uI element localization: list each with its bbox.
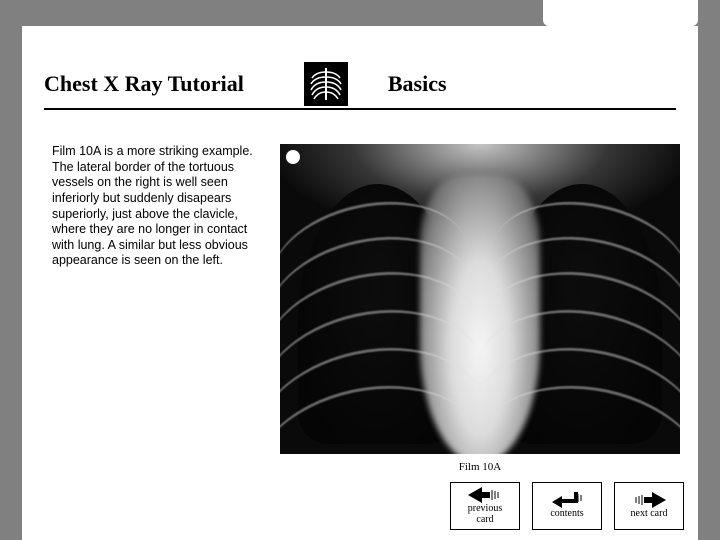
ribcage-icon [304,62,348,106]
nav-label: next card [631,508,668,519]
xray-image [280,144,680,454]
contents-button[interactable]: contents [532,482,602,530]
nav-label: card [476,514,493,525]
next-card-button[interactable]: next card [614,482,684,530]
previous-card-button[interactable]: previous card [450,482,520,530]
nav-label: contents [550,508,583,519]
top-tab [543,0,698,26]
page: Chest X Ray Tutorial Basic [22,26,698,540]
arrow-left-icon [468,487,502,503]
figure-caption: Film 10A [280,461,680,473]
page-title-left: Chest X Ray Tutorial [44,71,244,97]
arrow-return-icon [550,492,584,508]
nav-bar: previous card contents next card [450,482,684,530]
nav-label: previous [468,503,502,514]
arrow-right-icon [632,492,666,508]
description-paragraph: Film 10A is a more striking example. The… [52,144,262,269]
header: Chest X Ray Tutorial Basic [44,60,676,110]
page-title-right: Basics [388,71,447,97]
